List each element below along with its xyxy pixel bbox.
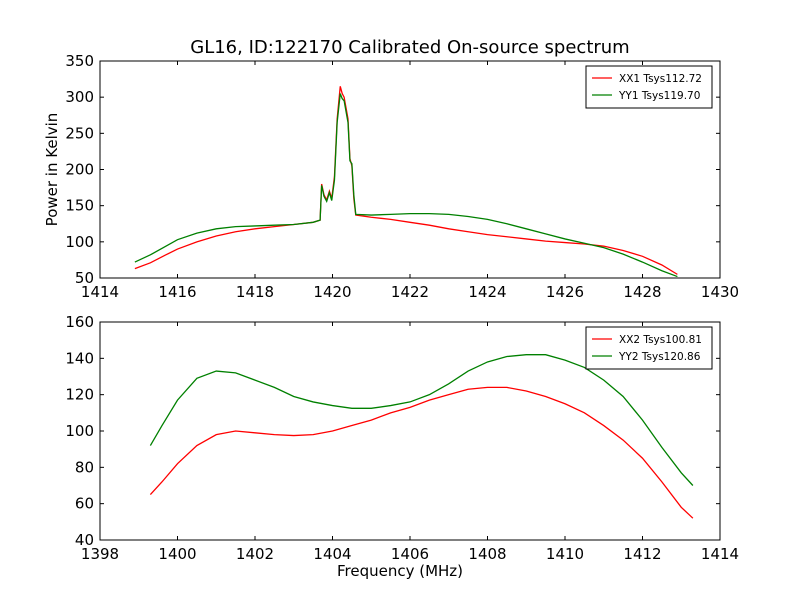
- y-tick-label: 350: [65, 52, 94, 70]
- legend-label: XX1 Tsys112.72: [619, 73, 702, 85]
- x-tick-label: 1414: [81, 283, 119, 301]
- series-line-2-2: [149, 354, 694, 486]
- y-tick-label: 160: [65, 313, 94, 331]
- top-panel: 1414 1416 1418 1420 1422 1424 1426 1428 1430 50 10…: [43, 52, 739, 301]
- y-tick-label: 80: [75, 458, 94, 476]
- y-tick-label: 60: [75, 495, 94, 513]
- x-tick-label: 1418: [236, 283, 274, 301]
- x-tick-label: 1414: [701, 545, 739, 563]
- x-tick-label: 1400: [158, 545, 196, 563]
- bottom-panel: 1398 1400 1402 1404 1406 1408 1410 1412 1414 40 60…: [65, 313, 739, 580]
- x-tick-label: 1408: [468, 545, 506, 563]
- x-tick-label: 1402: [236, 545, 274, 563]
- x-tick-label: 1426: [546, 283, 584, 301]
- legend-box: [585, 326, 713, 370]
- y-axis-label: Power in Kelvin: [43, 113, 61, 227]
- x-tick-label: 1410: [546, 545, 584, 563]
- x-tick-label: 1430: [701, 283, 739, 301]
- x-tick-label: 1406: [391, 545, 429, 563]
- chart-title: GL16, ID:122170 Calibrated On-source spe…: [190, 37, 629, 58]
- y-tick-label: 100: [65, 233, 94, 251]
- x-tick-label: 1420: [313, 283, 351, 301]
- x-tick-label: 1428: [623, 283, 661, 301]
- legend-label: YY1 Tsys119.70: [618, 90, 700, 102]
- y-tick-label: 50: [75, 269, 94, 287]
- x-tick-label: 1422: [391, 283, 429, 301]
- x-tick-label: 1416: [158, 283, 196, 301]
- y-tick-label: 300: [65, 88, 94, 106]
- legend-box: [585, 65, 713, 109]
- x-tick-label: 1424: [468, 283, 506, 301]
- series-line-1-2: [134, 93, 678, 278]
- x-tick-label: 1412: [623, 545, 661, 563]
- x-tick-label: 1398: [81, 545, 119, 563]
- y-tick-label: 120: [65, 386, 94, 404]
- x-tick-label: 1404: [313, 545, 351, 563]
- y-tick-label: 150: [65, 197, 94, 215]
- legend: XX2 Tsys100.81 YY2 Tsys120.86: [585, 326, 713, 370]
- legend-label: XX2 Tsys100.81: [619, 334, 702, 346]
- legend: XX1 Tsys112.72 YY1 Tsys119.70: [585, 65, 713, 109]
- y-tick-label: 250: [65, 124, 94, 142]
- legend-label: YY2 Tsys120.86: [618, 351, 701, 363]
- y-tick-label: 40: [75, 531, 94, 549]
- y-tick-label: 140: [65, 349, 94, 367]
- series-line-2-1: [149, 386, 694, 519]
- y-tick-label: 200: [65, 161, 94, 179]
- x-axis-label: Frequency (MHz): [337, 562, 463, 580]
- y-tick-label: 100: [65, 422, 94, 440]
